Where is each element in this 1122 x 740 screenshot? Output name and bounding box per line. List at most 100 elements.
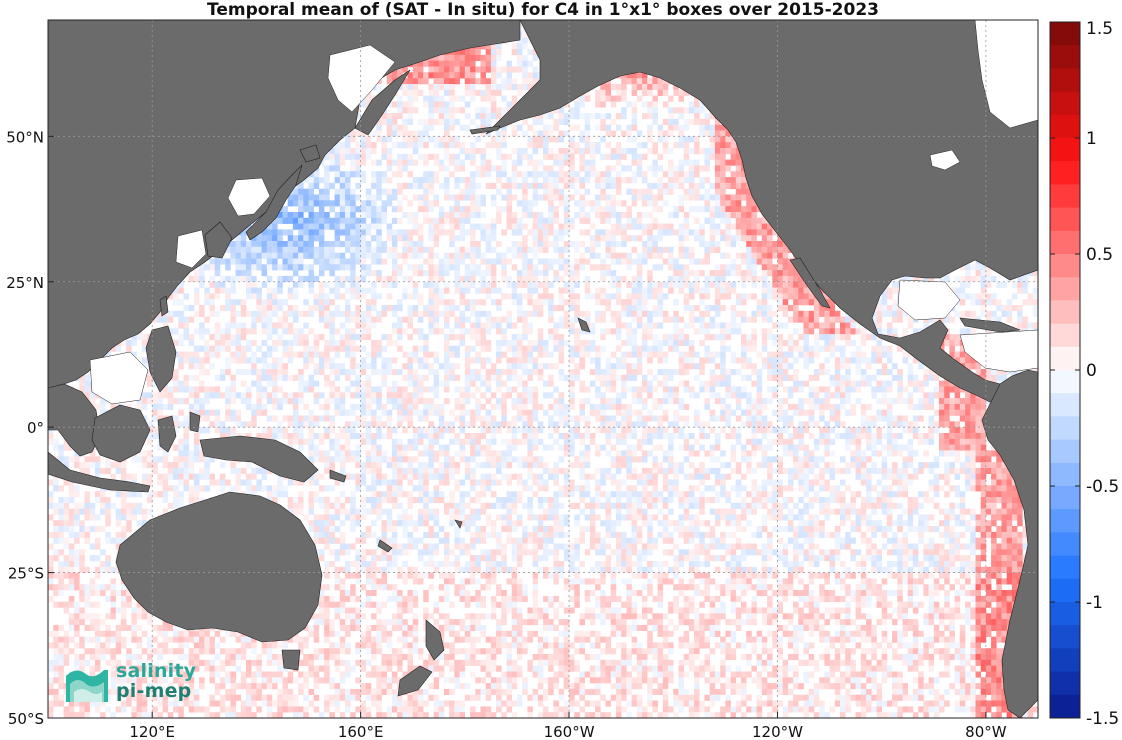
data-cell	[725, 217, 731, 224]
data-cell	[532, 235, 539, 242]
data-cell	[449, 89, 455, 96]
data-cell	[402, 124, 408, 131]
data-cell	[417, 78, 424, 85]
data-cell	[678, 177, 685, 184]
data-cell	[313, 177, 320, 184]
data-cell	[678, 89, 685, 96]
data-cell	[694, 171, 700, 178]
data-cell	[308, 194, 315, 201]
data-cell	[595, 241, 601, 248]
data-cell	[506, 194, 513, 201]
data-cell	[548, 212, 554, 219]
data-cell	[480, 171, 487, 178]
data-cell	[391, 229, 398, 236]
data-cell	[449, 171, 455, 178]
data-cell	[475, 66, 481, 73]
data-cell	[652, 182, 658, 190]
data-cell	[459, 124, 466, 131]
data-cell	[345, 235, 351, 242]
data-cell	[355, 182, 361, 190]
data-cell	[464, 49, 471, 56]
data-cell	[240, 235, 247, 242]
data-cell	[626, 148, 632, 155]
data-cell	[636, 171, 643, 178]
data-cell	[751, 217, 757, 224]
data-cell	[501, 194, 507, 201]
data-cell	[621, 165, 627, 172]
data-cell	[339, 200, 346, 207]
data-cell	[470, 142, 476, 149]
data-cell	[412, 229, 419, 236]
data-cell	[626, 206, 632, 213]
data-cell	[522, 60, 528, 67]
data-cell	[391, 101, 398, 108]
data-cell	[673, 89, 679, 96]
data-cell	[318, 241, 325, 248]
data-cell	[308, 223, 315, 230]
data-cell	[636, 84, 643, 91]
data-cell	[391, 217, 398, 224]
data-cell	[741, 229, 747, 236]
data-cell	[704, 159, 711, 166]
data-cell	[558, 165, 565, 172]
data-cell	[438, 212, 445, 219]
data-cell	[386, 159, 393, 166]
data-cell	[688, 159, 695, 166]
data-cell	[350, 223, 356, 230]
data-cell	[381, 118, 388, 126]
data-cell	[647, 165, 653, 172]
data-cell	[402, 153, 408, 160]
data-cell	[485, 118, 492, 126]
data-cell	[688, 148, 695, 155]
data-cell	[605, 217, 612, 224]
data-cell	[433, 159, 440, 166]
data-cell	[569, 194, 575, 201]
data-cell	[563, 182, 570, 190]
data-cell	[553, 107, 559, 114]
data-cell	[423, 130, 429, 137]
data-cell	[688, 182, 695, 190]
data-cell	[407, 95, 414, 102]
data-cell	[433, 60, 440, 67]
data-cell	[496, 217, 502, 224]
data-cell	[501, 95, 507, 102]
data-cell	[459, 212, 466, 219]
data-cell	[704, 148, 711, 155]
data-cell	[277, 241, 283, 248]
data-cell	[694, 206, 700, 213]
data-cell	[673, 206, 679, 213]
data-cell	[678, 206, 685, 213]
data-cell	[412, 142, 419, 149]
data-cell	[397, 188, 403, 195]
data-cell	[334, 200, 341, 207]
data-cell	[511, 130, 518, 137]
data-cell	[449, 241, 455, 248]
data-cell	[683, 159, 690, 166]
data-cell	[376, 194, 382, 201]
data-cell	[636, 188, 643, 195]
data-cell	[423, 136, 429, 143]
data-cell	[714, 148, 721, 155]
data-cell	[756, 217, 763, 224]
data-cell	[318, 188, 325, 195]
data-cell	[553, 118, 559, 126]
data-cell	[480, 113, 487, 120]
data-cell	[480, 130, 487, 137]
data-cell	[355, 113, 361, 120]
data-cell	[553, 171, 559, 178]
data-cell	[329, 182, 335, 190]
data-cell	[553, 241, 559, 248]
data-cell	[402, 229, 408, 236]
data-cell	[516, 217, 523, 224]
data-cell	[720, 171, 726, 178]
data-cell	[511, 217, 518, 224]
data-cell	[360, 171, 367, 178]
data-cell	[631, 89, 638, 96]
data-cell	[501, 229, 507, 236]
data-cell	[678, 136, 685, 143]
data-cell	[647, 212, 653, 219]
data-cell	[516, 223, 523, 230]
data-cell	[730, 177, 737, 184]
data-cell	[485, 60, 492, 67]
data-cell	[454, 206, 460, 213]
